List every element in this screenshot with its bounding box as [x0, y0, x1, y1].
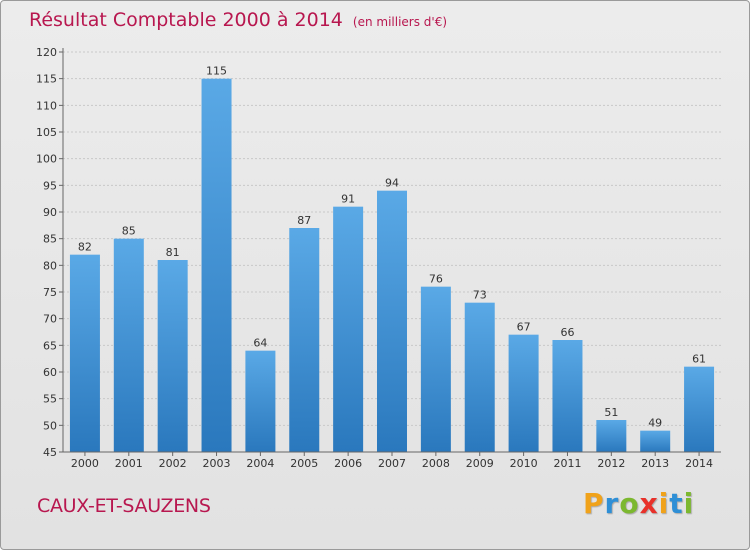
- y-tick-label: 120: [36, 46, 57, 59]
- logo-letter: t: [669, 487, 684, 520]
- y-tick-label: 115: [36, 73, 57, 86]
- x-tick-label-2007: 2007: [378, 457, 406, 470]
- data-label-2008: 76: [429, 273, 443, 286]
- y-tick-label: 60: [43, 366, 57, 379]
- y-tick-label: 55: [43, 393, 57, 406]
- x-tick-label-2002: 2002: [159, 457, 187, 470]
- x-tick-label-2005: 2005: [290, 457, 318, 470]
- data-label-2001: 85: [122, 225, 136, 238]
- logo-letter: i: [683, 487, 695, 520]
- x-tick-label-2010: 2010: [510, 457, 538, 470]
- y-tick-label: 45: [43, 446, 57, 459]
- x-tick-label-2012: 2012: [597, 457, 625, 470]
- data-label-2005: 87: [297, 214, 311, 227]
- commune-name: CAUX-ET-SAUZENS: [37, 495, 211, 517]
- bar-2013: [640, 430, 671, 452]
- bar-2007: [377, 190, 407, 452]
- data-label-2006: 91: [341, 193, 355, 206]
- bar-2011: [552, 340, 583, 452]
- data-label-2007: 94: [385, 177, 399, 190]
- data-label-2014: 61: [692, 353, 706, 366]
- x-tick-label-2008: 2008: [422, 457, 450, 470]
- x-tick-label-2001: 2001: [115, 457, 143, 470]
- x-tick-label-2011: 2011: [553, 457, 581, 470]
- bar-2000: [69, 254, 100, 452]
- x-tick-label-2013: 2013: [641, 457, 669, 470]
- data-label-2000: 82: [78, 241, 92, 254]
- x-tick-label-2006: 2006: [334, 457, 362, 470]
- y-tick-label: 105: [36, 126, 57, 139]
- chart-subtitle: (en milliers d'€): [352, 15, 448, 29]
- y-tick-label: 75: [43, 286, 57, 299]
- bar-2001: [113, 238, 144, 452]
- bar-2004: [245, 350, 276, 452]
- y-tick-label: 50: [43, 419, 57, 432]
- data-label-2012: 51: [604, 406, 618, 419]
- data-label-2009: 73: [473, 289, 487, 302]
- bar-2006: [333, 206, 364, 452]
- logo-letter: o: [619, 487, 640, 520]
- logo-letter: i: [658, 487, 670, 520]
- data-label-2013: 49: [648, 417, 662, 430]
- bar-2003: [201, 78, 232, 453]
- chart-title: Résultat Comptable 2000 à 2014 (en millie…: [29, 9, 447, 31]
- y-tick-label: 100: [36, 153, 57, 166]
- y-tick-label: 65: [43, 339, 57, 352]
- x-tick-label-2000: 2000: [71, 457, 99, 470]
- bar-2008: [420, 286, 451, 452]
- data-label-2011: 66: [560, 326, 574, 339]
- x-tick-label-2009: 2009: [466, 457, 494, 470]
- bar-2010: [508, 334, 539, 452]
- x-tick-label-2004: 2004: [246, 457, 274, 470]
- chart-title-text: Résultat Comptable 2000 à 2014: [29, 9, 343, 31]
- data-label-2003: 115: [206, 65, 227, 78]
- logo-letter: r: [604, 487, 620, 520]
- y-tick-label: 80: [43, 259, 57, 272]
- bar-2009: [464, 302, 495, 452]
- y-tick-label: 110: [36, 99, 57, 112]
- proxiti-logo[interactable]: Proxiti: [583, 487, 694, 520]
- x-tick-label-2003: 2003: [203, 457, 231, 470]
- y-tick-label: 95: [43, 179, 57, 192]
- x-tick-label-2014: 2014: [685, 457, 713, 470]
- bar-2002: [157, 260, 188, 452]
- y-tick-label: 90: [43, 206, 57, 219]
- logo-letter: x: [639, 487, 659, 520]
- data-label-2004: 64: [253, 337, 267, 350]
- data-label-2002: 81: [166, 246, 180, 259]
- bar-2005: [289, 228, 320, 452]
- data-label-2010: 67: [517, 321, 531, 334]
- bar-2014: [684, 366, 715, 452]
- bar-2012: [596, 420, 627, 452]
- y-tick-label: 85: [43, 233, 57, 246]
- y-tick-label: 70: [43, 313, 57, 326]
- logo-letter: P: [583, 487, 605, 520]
